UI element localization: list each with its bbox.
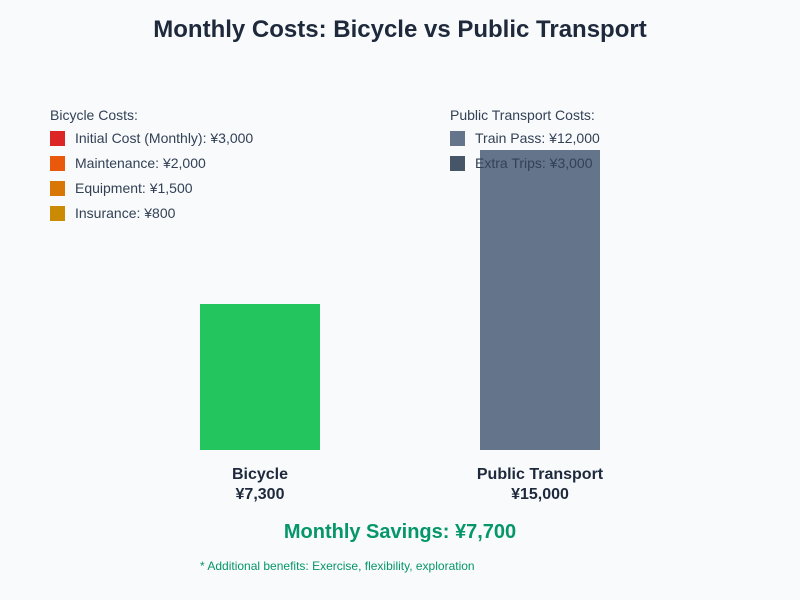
legend-swatch [50,130,65,146]
legend-title: Public Transport Costs: [450,107,595,123]
legend-item: Train Pass: ¥12,000 [450,130,600,146]
legend-public-transport: Public Transport Costs: Train Pass: ¥12,… [450,107,600,171]
legend-item: Insurance: ¥800 [50,205,253,221]
legend-item: Extra Trips: ¥3,000 [450,155,600,171]
legend-swatch [450,155,465,171]
category-label-public-transport: Public Transport [476,466,604,483]
legend-title: Bicycle Costs: [50,107,138,123]
legend-label: Insurance: ¥800 [75,205,176,221]
legend-label: Initial Cost (Monthly): ¥3,000 [75,130,254,146]
legend-bicycle: Bicycle Costs: Initial Cost (Monthly): ¥… [50,107,253,221]
chart-title: Monthly Costs: Bicycle vs Public Transpo… [153,16,647,43]
legend-label: Maintenance: ¥2,000 [75,155,206,171]
bar-bicycle [200,304,320,450]
benefits-note: * Additional benefits: Exercise, flexibi… [200,559,475,573]
legend-item: Maintenance: ¥2,000 [50,155,253,171]
bar-public-transport [480,150,600,450]
savings-annotation: Monthly Savings: ¥7,700 [283,521,517,543]
legend-swatch [50,205,65,221]
legend-label: Extra Trips: ¥3,000 [475,155,593,171]
legend-swatch [450,130,465,146]
legend-item: Initial Cost (Monthly): ¥3,000 [50,130,253,146]
category-label-bicycle: Bicycle [231,466,289,483]
legend-label: Equipment: ¥1,500 [75,180,193,196]
legend-label: Train Pass: ¥12,000 [475,130,600,146]
legend-swatch [50,155,65,171]
legend-swatch [50,180,65,196]
value-label-public-transport: ¥15,000 [511,486,569,503]
value-label-bicycle: ¥7,300 [235,486,285,503]
legend-item: Equipment: ¥1,500 [50,180,253,196]
